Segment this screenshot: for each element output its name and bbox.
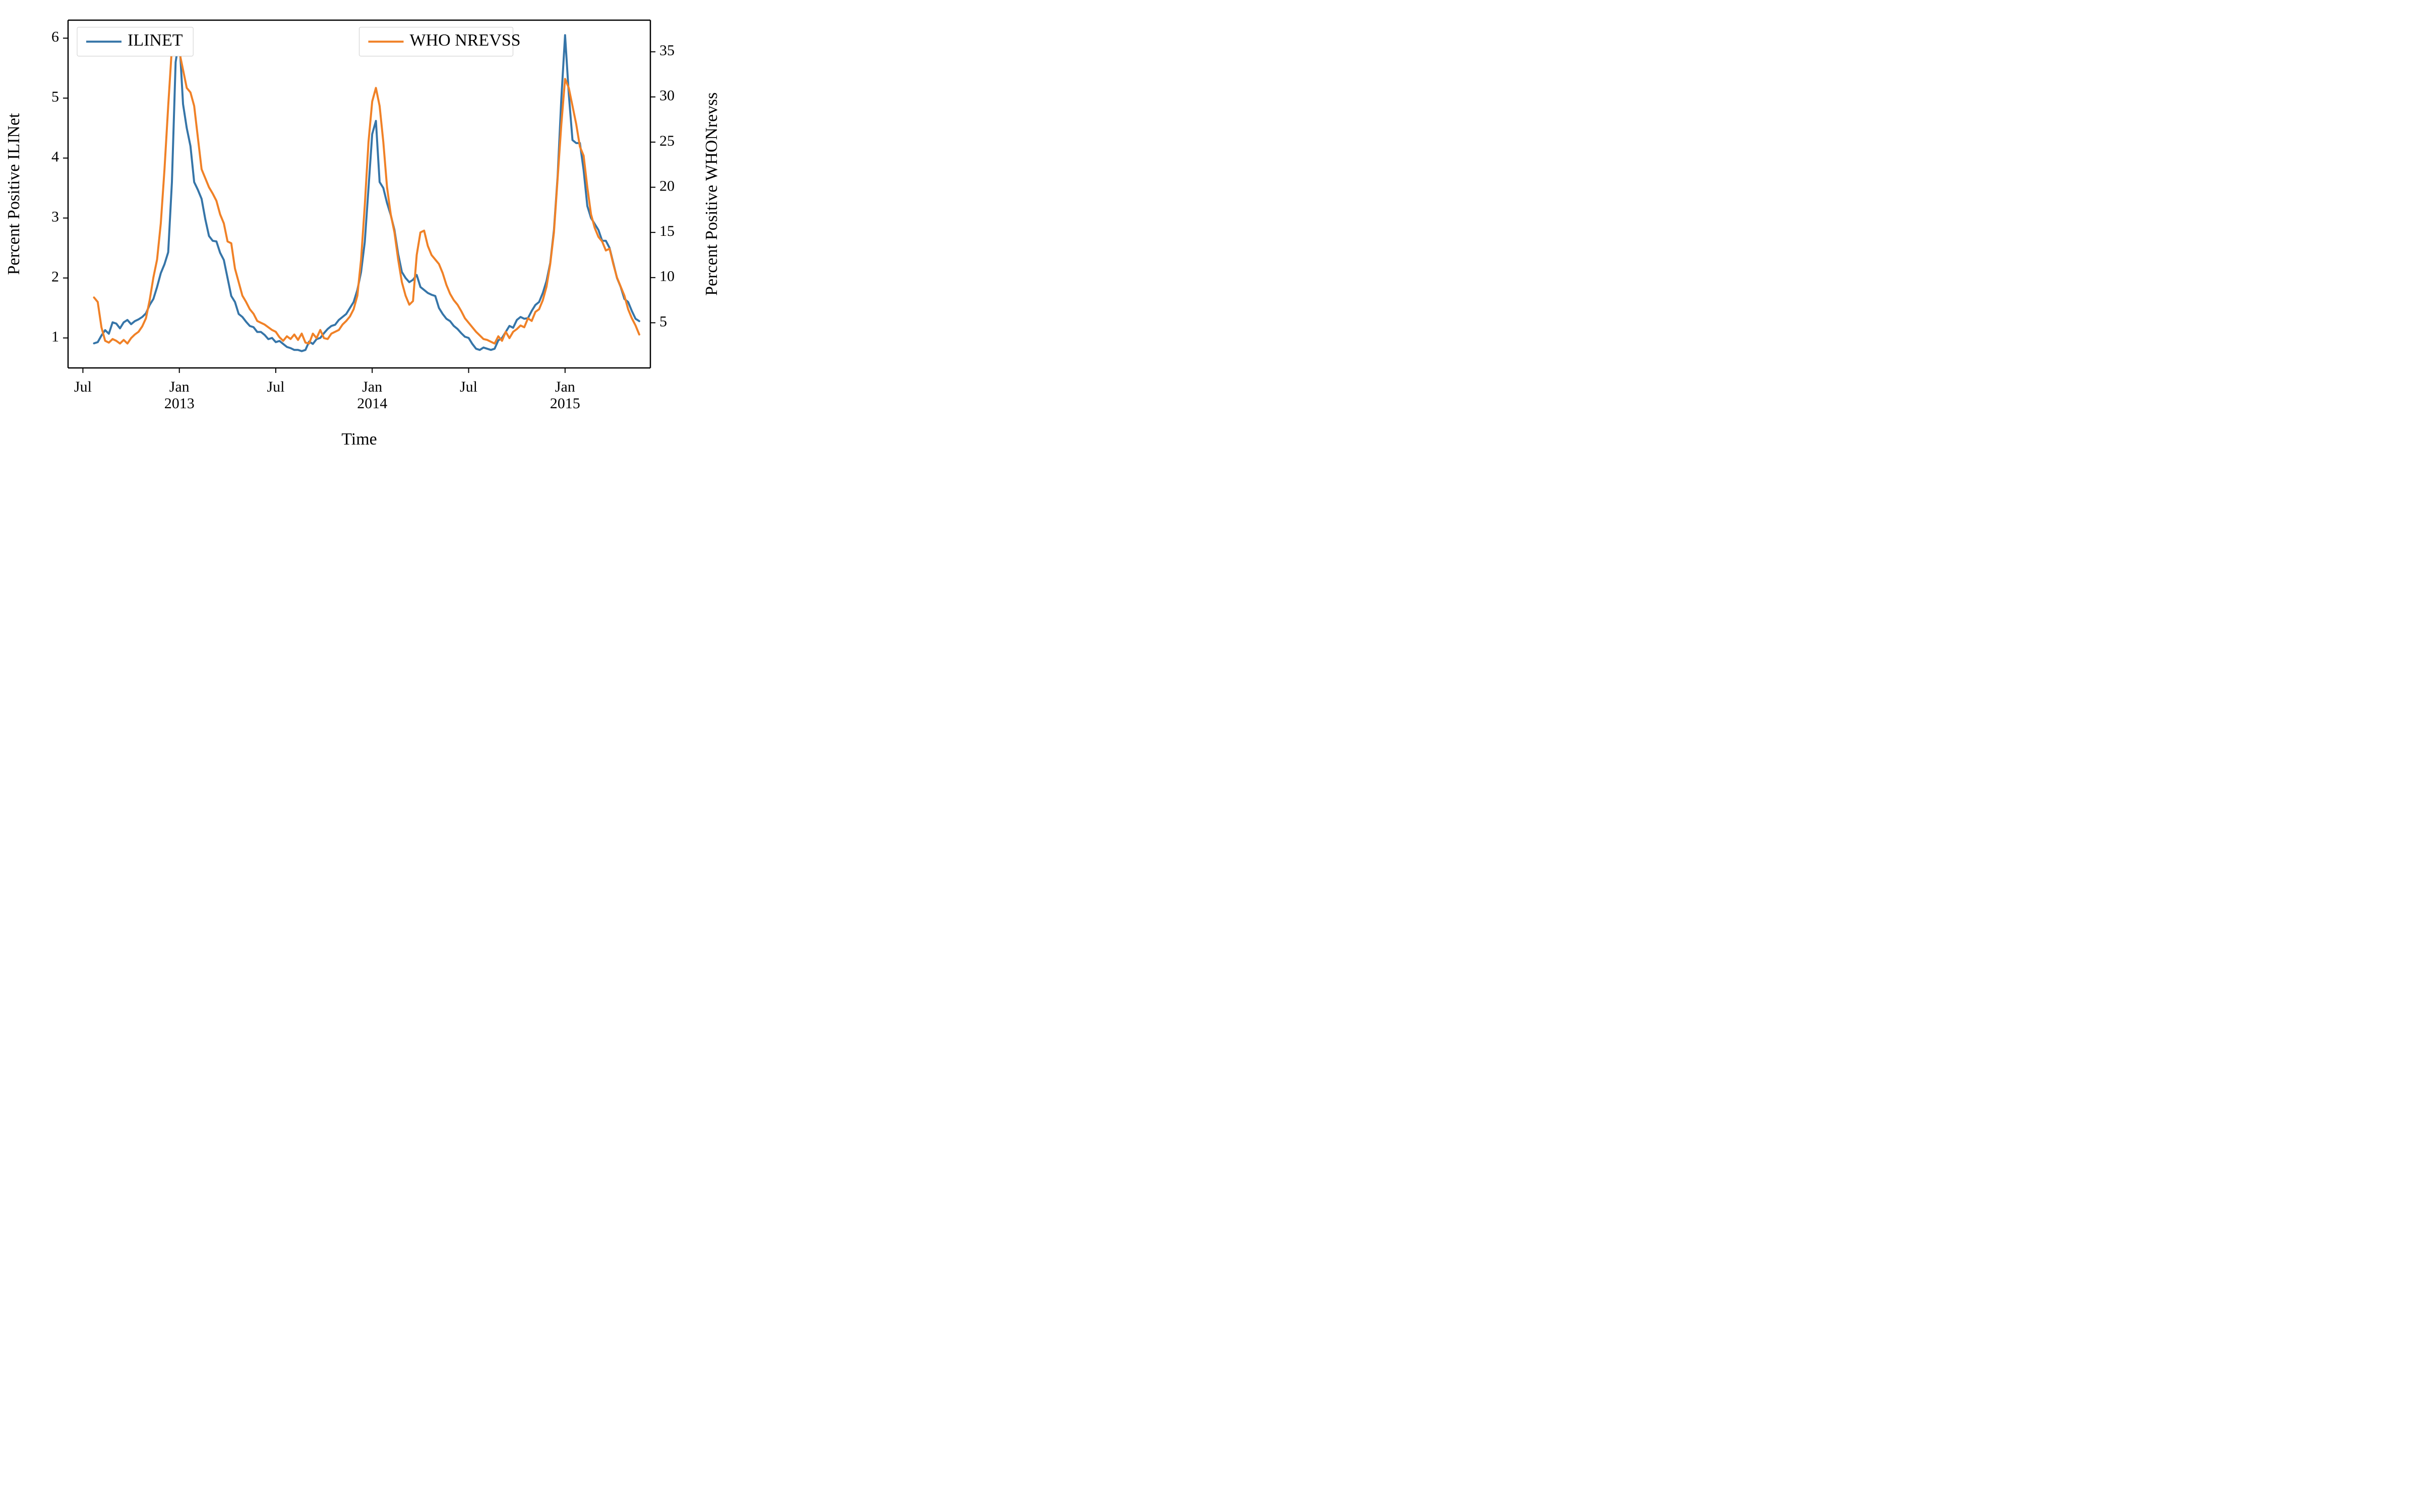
legend-label: ILINET xyxy=(128,31,183,49)
legend-item: WHO NREVSS xyxy=(359,27,521,56)
y-right-tick-label: 5 xyxy=(659,313,667,330)
x-tick-label: Jul xyxy=(460,379,477,395)
x-tick-label: Jan xyxy=(362,379,382,395)
y-left-tick-label: 2 xyxy=(51,268,59,285)
x-tick-label: 2015 xyxy=(550,395,580,412)
y-left-tick-label: 6 xyxy=(51,29,59,45)
x-tick-label: Jul xyxy=(267,379,284,395)
chart-container: 1234565101520253035JulJan2013JulJan2014J… xyxy=(0,0,726,454)
x-tick-label: Jul xyxy=(74,379,92,395)
y-left-axis-label: Percent Positive ILINet xyxy=(5,113,23,275)
y-left-tick-label: 3 xyxy=(51,208,59,225)
x-tick-label: Jan xyxy=(169,379,190,395)
legend-item: ILINET xyxy=(77,27,193,56)
y-left-tick-label: 4 xyxy=(51,149,59,165)
y-right-tick-label: 35 xyxy=(659,42,675,59)
x-tick-label: 2013 xyxy=(164,395,195,412)
y-right-tick-label: 10 xyxy=(659,268,675,285)
x-tick-label: 2014 xyxy=(357,395,387,412)
x-tick-label: Jan xyxy=(555,379,575,395)
y-right-tick-label: 25 xyxy=(659,133,675,149)
y-right-tick-label: 15 xyxy=(659,223,675,239)
y-left-tick-label: 5 xyxy=(51,89,59,105)
y-left-tick-label: 1 xyxy=(51,328,59,345)
line-chart: 1234565101520253035JulJan2013JulJan2014J… xyxy=(0,0,726,454)
x-axis-label: Time xyxy=(341,430,377,449)
y-right-tick-label: 30 xyxy=(659,87,675,104)
y-right-tick-label: 20 xyxy=(659,177,675,194)
legend-label: WHO NREVSS xyxy=(410,31,521,49)
y-right-axis-label: Percent Positive WHONrevss xyxy=(702,92,721,296)
